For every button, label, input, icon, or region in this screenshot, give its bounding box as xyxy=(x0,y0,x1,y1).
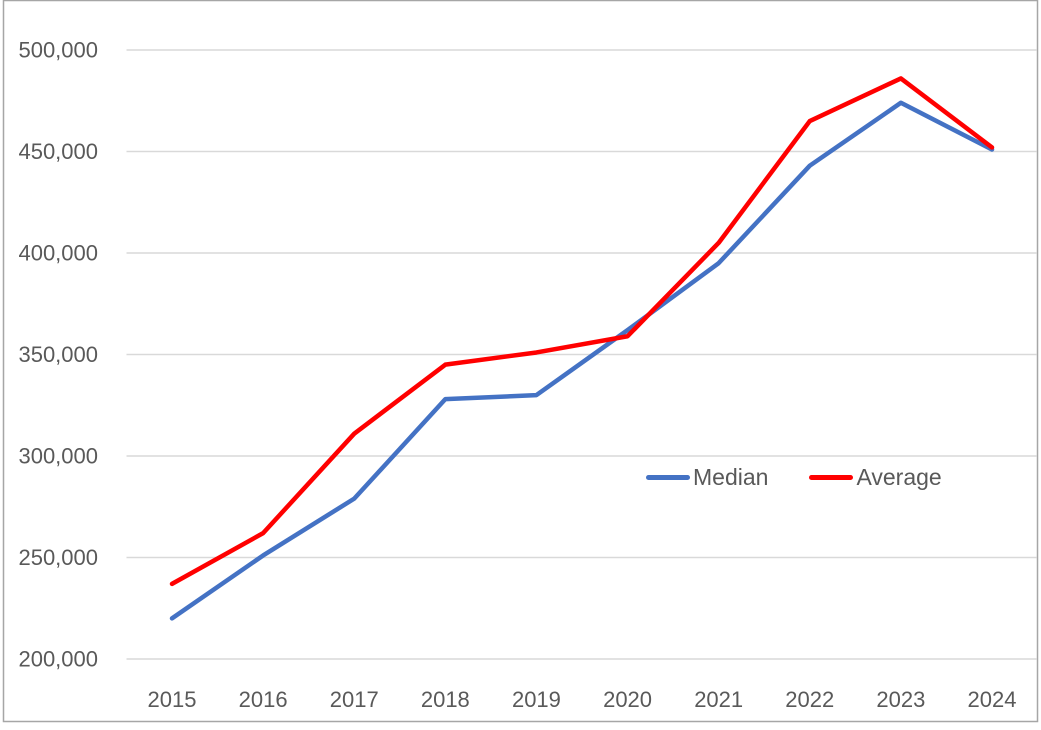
average-line-swatch xyxy=(809,475,854,480)
y-axis-tick-label: 400,000 xyxy=(18,241,98,266)
x-axis-tick-label: 2017 xyxy=(330,687,379,712)
y-axis-tick-label: 200,000 xyxy=(18,647,98,672)
x-axis-tick-label: 2024 xyxy=(968,687,1017,712)
x-axis-tick-label: 2023 xyxy=(876,687,925,712)
legend-item-average[interactable]: Average xyxy=(809,464,942,490)
y-axis-tick-label: 500,000 xyxy=(18,38,98,63)
x-axis-tick-label: 2019 xyxy=(512,687,561,712)
x-axis-tick-label: 2018 xyxy=(421,687,470,712)
median-series-line xyxy=(169,100,995,621)
y-axis-tick-label: 350,000 xyxy=(18,342,98,367)
y-axis-tick-label: 450,000 xyxy=(18,139,98,164)
legend-item-median[interactable]: Median xyxy=(646,466,768,489)
x-axis-tick-label: 2016 xyxy=(239,687,288,712)
x-axis-tick-label: 2020 xyxy=(603,687,652,712)
chart-legend: Median Average xyxy=(646,466,942,489)
average-series-line xyxy=(169,76,995,587)
median-line-swatch xyxy=(646,475,690,480)
y-axis-tick-label: 300,000 xyxy=(18,444,98,469)
legend-label-average: Average xyxy=(856,464,942,490)
x-axis-tick-label: 2022 xyxy=(785,687,834,712)
x-axis-tick-label: 2021 xyxy=(694,687,743,712)
legend-label-median: Median xyxy=(693,464,769,490)
x-axis-tick-label: 2015 xyxy=(148,687,197,712)
y-axis-tick-label: 250,000 xyxy=(18,545,98,570)
